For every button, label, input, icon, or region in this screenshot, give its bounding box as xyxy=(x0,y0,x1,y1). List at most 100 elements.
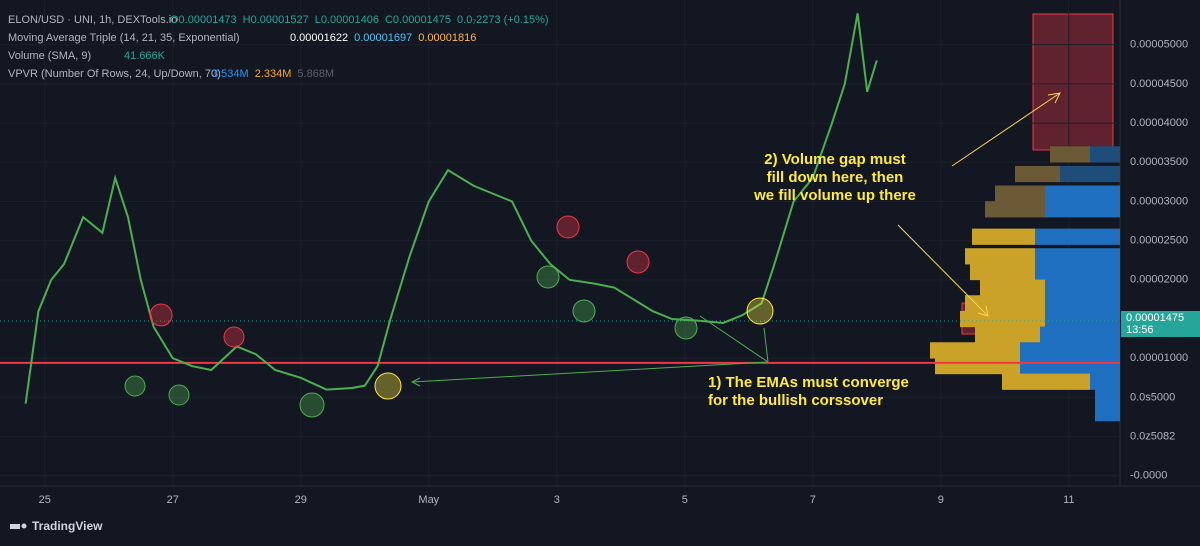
legend-value: 2.334M xyxy=(255,68,292,80)
annotation: we fill volume up there xyxy=(753,187,916,204)
legend-ma: Moving Average Triple (14, 21, 35, Expon… xyxy=(8,32,240,44)
vpvr-up xyxy=(1045,310,1120,328)
y-tick-label: 0.00005000 xyxy=(1130,39,1188,51)
marker xyxy=(674,316,698,340)
vpvr-down xyxy=(930,342,1020,359)
x-tick-label: 7 xyxy=(810,494,816,506)
footer-logo: TradingView xyxy=(10,519,103,533)
annotation: fill down here, then xyxy=(767,169,904,186)
marker xyxy=(746,297,774,325)
arrow xyxy=(763,327,769,363)
arrow xyxy=(951,92,1061,167)
x-tick-label: 3 xyxy=(554,494,560,506)
footer-text: TradingView xyxy=(32,519,103,533)
marker xyxy=(149,303,173,327)
y-tick-label: -0.0000 xyxy=(1130,470,1167,482)
vpvr-up xyxy=(1095,404,1120,422)
marker xyxy=(626,250,650,274)
vpvr-up xyxy=(1045,295,1120,312)
target-box xyxy=(1032,13,1114,151)
vpvr-up xyxy=(1040,326,1120,343)
vpvr-down xyxy=(980,279,1045,296)
y-tick-label: 0.00001000 xyxy=(1130,352,1188,364)
x-tick-label: 5 xyxy=(682,494,688,506)
arrows-green xyxy=(410,315,769,387)
legend-vpvr-values: 3.534M 2.334M 5.868M xyxy=(212,68,334,80)
vpvr-up xyxy=(1090,146,1120,163)
legend-symbol: ELON/USD · UNI, 1h, DEXTools.io xyxy=(8,14,177,26)
price-tag xyxy=(1121,310,1200,337)
legend-value: 0.0₇2273 (+0.15%) xyxy=(457,14,549,26)
marker xyxy=(299,392,325,418)
legend-value: C0.00001475 xyxy=(385,14,451,26)
legend-vpvr: VPVR (Number Of Rows, 24, Up/Down, 70) xyxy=(8,68,221,80)
marker xyxy=(223,326,245,348)
arrow-head xyxy=(1047,92,1061,104)
arrow-head xyxy=(410,377,421,387)
legend-ohlc: O0.00001473 H0.00001527 L0.00001406 C0.0000… xyxy=(170,14,549,26)
vpvr-down xyxy=(965,248,1035,265)
vpvr-down xyxy=(972,228,1035,245)
annotation: for the bullish corssover xyxy=(708,392,883,409)
vpvr-up xyxy=(1090,373,1120,390)
logo-shape xyxy=(21,523,27,529)
vpvr-down xyxy=(965,295,1045,312)
x-tick-label: 27 xyxy=(167,494,179,506)
annotation: 2) Volume gap must xyxy=(764,151,905,168)
legend-value: 3.534M xyxy=(212,68,249,80)
vpvr-up xyxy=(1045,201,1120,218)
y-tick-label: 0.0z5082 xyxy=(1130,431,1175,443)
vpvr-up xyxy=(1060,165,1120,183)
x-tick-label: May xyxy=(418,494,439,506)
arrow xyxy=(699,315,769,363)
markers-red xyxy=(149,215,650,348)
vpvr-up xyxy=(1020,357,1120,375)
marker xyxy=(374,372,402,400)
vpvr-down xyxy=(1002,373,1090,390)
marker xyxy=(536,265,560,289)
x-tick-label: 29 xyxy=(295,494,307,506)
arrow-head xyxy=(977,305,989,317)
y-tick-label: 0.00004000 xyxy=(1130,117,1188,129)
markers xyxy=(124,265,698,418)
y-tick-label: 0.00003500 xyxy=(1130,156,1188,168)
markers-yellow xyxy=(374,297,774,400)
y-tick-label: 0.00002500 xyxy=(1130,235,1188,247)
arrow xyxy=(897,224,989,317)
vpvr-down xyxy=(960,310,1045,328)
legend-value: 5.868M xyxy=(297,68,334,80)
vpvr-up xyxy=(1035,263,1120,281)
vpvr-down xyxy=(995,185,1045,202)
y-tick-label: 0.00002000 xyxy=(1130,274,1188,286)
marker xyxy=(572,299,596,323)
price-tag-countdown: 13:56 xyxy=(1126,324,1154,336)
legend-value: O0.00001473 xyxy=(170,14,237,26)
vpvr-up xyxy=(1020,342,1120,359)
vpvr-up xyxy=(1035,248,1120,265)
legend-value: 0.00001622 xyxy=(290,32,348,44)
price-line xyxy=(24,13,878,404)
y-tick-label: 0.0s5000 xyxy=(1130,391,1175,403)
vpvr-up xyxy=(1045,185,1120,202)
legend-ma-values: 0.00001622 0.00001697 0.00001816 xyxy=(290,32,476,44)
legend-value: L0.00001406 xyxy=(315,14,379,26)
x-tick-label: 11 xyxy=(1063,494,1074,506)
y-tick-label: 0.00003000 xyxy=(1130,195,1188,207)
marker xyxy=(124,375,146,397)
vpvr-down xyxy=(970,263,1035,281)
legend-volume: Volume (SMA, 9) xyxy=(8,50,91,62)
vpvr-down xyxy=(1050,146,1090,163)
legend-value: H0.00001527 xyxy=(243,14,309,26)
legend-value: 0.00001816 xyxy=(418,32,476,44)
y-tick-label: 0.00004500 xyxy=(1130,78,1188,90)
vpvr-up xyxy=(1035,228,1120,245)
vpvr-up xyxy=(1095,389,1120,406)
logo-shape xyxy=(10,524,20,529)
arrows xyxy=(897,92,1061,317)
vpvr-down xyxy=(985,201,1045,218)
marker xyxy=(556,215,580,239)
vpvr-up xyxy=(1045,279,1120,296)
vpvr-down xyxy=(975,326,1040,343)
marker xyxy=(168,384,190,406)
